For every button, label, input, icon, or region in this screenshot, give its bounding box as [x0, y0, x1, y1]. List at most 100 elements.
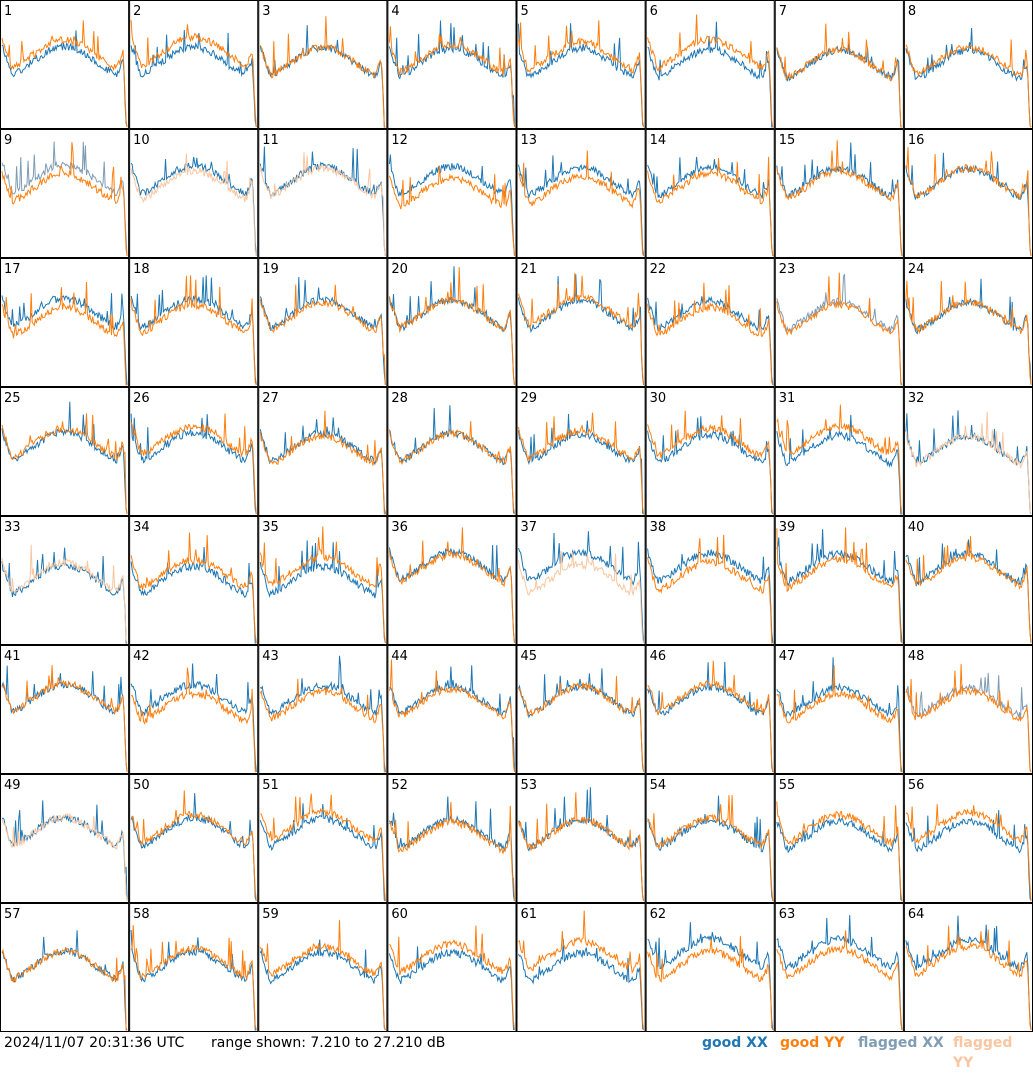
tile-frame: [0, 903, 130, 1032]
tile-60: 60: [387, 903, 517, 1032]
tile-frame: [0, 774, 130, 903]
tile-frame: [129, 0, 259, 129]
tile-55-xx-line: [776, 817, 903, 902]
tile-frame: [129, 645, 259, 774]
tile-4-yy-line: [388, 26, 515, 128]
tile-43: 43: [258, 645, 388, 774]
tile-6: 6: [645, 0, 775, 129]
tile-62: 62: [645, 903, 775, 1032]
tile-label: 43: [262, 649, 279, 664]
tile-28: 28: [387, 387, 517, 516]
tile-45-xx-line: [518, 668, 645, 773]
tile-24-yy-line: [905, 280, 1032, 386]
tile-label: 4: [391, 4, 399, 19]
tile-label: 29: [521, 391, 538, 406]
tile-frame: [387, 387, 517, 516]
tile-35: 35: [258, 516, 388, 645]
tile-52-yy-line: [388, 801, 515, 902]
tile-frame: [903, 774, 1033, 903]
tile-frame: [516, 129, 646, 258]
tile-16-xx-line: [905, 152, 1032, 257]
tile-17-yy-line: [1, 281, 128, 386]
tile-frame: [645, 0, 775, 129]
tile-label: 13: [521, 133, 538, 148]
tile-label: 15: [779, 133, 796, 148]
tile-8-yy-line: [905, 39, 1032, 128]
tile-32-yy-line: [905, 411, 1032, 515]
tile-label: 1: [4, 4, 12, 19]
tile-label: 14: [650, 133, 667, 148]
tile-40-xx-line: [905, 539, 1032, 644]
tile-30-yy-line: [647, 410, 774, 515]
tile-44: 44: [387, 645, 517, 774]
tile-59: 59: [258, 903, 388, 1032]
tile-label: 38: [650, 520, 667, 535]
tile-42-yy-line: [130, 667, 257, 773]
tile-13-yy-line: [518, 150, 645, 257]
tile-frame: [129, 387, 259, 516]
tile-label: 24: [908, 262, 925, 277]
tile-55-yy-line: [776, 801, 903, 902]
tile-6-yy-line: [647, 14, 774, 128]
tile-label: 28: [391, 391, 408, 406]
tile-38-yy-line: [647, 534, 773, 644]
tile-label: 64: [908, 907, 925, 922]
tile-47: 47: [774, 645, 904, 774]
tile-label: 36: [391, 520, 408, 535]
tile-49: 49: [0, 774, 130, 903]
tile-label: 46: [650, 649, 667, 664]
tile-label: 57: [4, 907, 21, 922]
tile-26-yy-line: [130, 413, 257, 515]
tile-frame: [903, 645, 1033, 774]
tile-58: 58: [129, 903, 259, 1032]
tile-frame: [258, 645, 388, 774]
tile-8: 8: [903, 0, 1033, 129]
tile-label: 63: [779, 907, 796, 922]
tile-label: 56: [908, 778, 925, 793]
tile-frame: [0, 129, 130, 258]
tile-4-xx-line: [388, 20, 515, 128]
tile-label: 18: [133, 262, 150, 277]
tile-12-yy-line: [388, 165, 515, 257]
tile-55: 55: [774, 774, 904, 903]
tile-label: 34: [133, 520, 150, 535]
tile-58-xx-line: [130, 929, 257, 1031]
tile-label: 10: [133, 133, 150, 148]
tile-label: 51: [262, 778, 279, 793]
tile-9-yy-line: [1, 142, 128, 257]
tile-38-xx-line: [647, 548, 774, 644]
tile-label: 59: [262, 907, 279, 922]
tile-frame: [387, 129, 517, 258]
tile-frame: [516, 903, 646, 1032]
tile-41-xx-line: [1, 665, 128, 773]
tile-46-yy-line: [647, 660, 774, 773]
tile-64: 64: [903, 903, 1033, 1032]
tile-10-yy-line: [130, 153, 257, 257]
tile-57-xx-line: [1, 930, 128, 1031]
tile-frame: [516, 516, 646, 645]
tile-label: 45: [521, 649, 538, 664]
tile-41: 41: [0, 645, 130, 774]
tile-63-yy-line: [776, 930, 903, 1031]
tile-frame: [903, 0, 1033, 129]
tile-frame: [129, 129, 259, 258]
tile-label: 6: [650, 4, 658, 19]
tile-29-yy-line: [518, 412, 645, 515]
tile-label: 26: [133, 391, 150, 406]
tile-50-xx-line: [130, 793, 257, 902]
tile-51-yy-line: [260, 793, 386, 902]
tile-53: 53: [516, 774, 646, 903]
tile-16: 16: [903, 129, 1033, 258]
tile-19-xx-line: [259, 276, 386, 386]
tile-14-xx-line: [647, 156, 774, 257]
tile-33-xx-line: [1, 547, 128, 644]
tile-63-xx-line: [776, 915, 903, 1031]
tile-17-xx-line: [1, 293, 128, 386]
tile-label: 49: [4, 778, 21, 793]
tile-label: 61: [521, 907, 538, 922]
tile-39: 39: [774, 516, 904, 645]
tile-frame: [258, 0, 388, 129]
tile-11-yy-line: [259, 152, 386, 257]
tile-34-yy-line: [130, 532, 257, 644]
tile-30-xx-line: [647, 416, 774, 515]
